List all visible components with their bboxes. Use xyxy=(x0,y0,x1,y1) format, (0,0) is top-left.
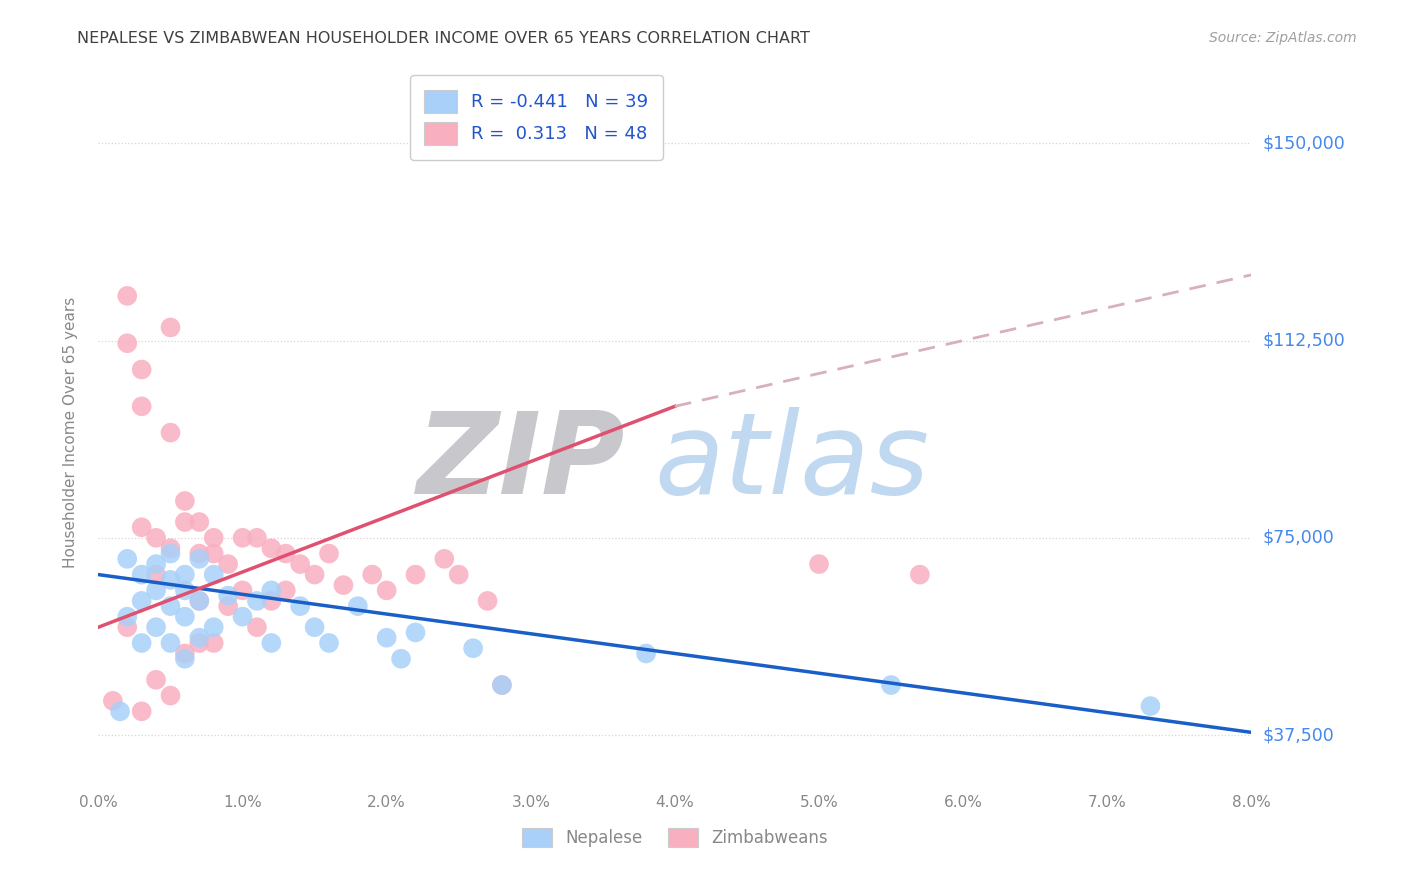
Point xyxy=(290,557,312,571)
Point xyxy=(1139,699,1161,714)
Point xyxy=(145,567,167,582)
Point xyxy=(461,641,484,656)
Point xyxy=(108,704,131,718)
Point xyxy=(174,609,197,624)
Point xyxy=(159,541,181,556)
Point xyxy=(145,620,167,634)
Point xyxy=(260,594,283,608)
Point xyxy=(188,594,211,608)
Point xyxy=(131,400,153,414)
Point xyxy=(908,567,931,582)
Point xyxy=(389,652,412,666)
Point xyxy=(117,289,139,303)
Text: $75,000: $75,000 xyxy=(1263,529,1334,547)
Point xyxy=(477,594,499,608)
Point xyxy=(231,609,254,624)
Text: $150,000: $150,000 xyxy=(1263,135,1346,153)
Point xyxy=(202,547,225,561)
Point xyxy=(174,647,197,661)
Point xyxy=(117,336,139,351)
Point xyxy=(231,583,254,598)
Point xyxy=(405,625,427,640)
Point xyxy=(131,567,153,582)
Point xyxy=(260,636,283,650)
Point xyxy=(332,578,354,592)
Point xyxy=(145,673,167,687)
Point xyxy=(433,551,456,566)
Text: $112,500: $112,500 xyxy=(1263,332,1346,350)
Point xyxy=(491,678,513,692)
Point xyxy=(808,557,831,571)
Point xyxy=(117,609,139,624)
Point xyxy=(318,547,340,561)
Point xyxy=(117,620,139,634)
Text: atlas: atlas xyxy=(655,407,929,518)
Point xyxy=(246,531,269,545)
Point xyxy=(217,557,239,571)
Point xyxy=(145,531,167,545)
Point xyxy=(188,631,211,645)
Point xyxy=(131,636,153,650)
Point xyxy=(231,531,254,545)
Point xyxy=(361,567,384,582)
Point xyxy=(159,689,181,703)
Point xyxy=(880,678,903,692)
Point xyxy=(159,636,181,650)
Point xyxy=(304,567,326,582)
Point xyxy=(217,599,239,614)
Point xyxy=(188,515,211,529)
Point xyxy=(145,557,167,571)
Point xyxy=(131,594,153,608)
Point xyxy=(274,547,297,561)
Point xyxy=(174,494,197,508)
Point xyxy=(246,620,269,634)
Point xyxy=(174,515,197,529)
Point xyxy=(159,573,181,587)
Point xyxy=(159,547,181,561)
Point xyxy=(447,567,470,582)
Point xyxy=(174,652,197,666)
Y-axis label: Householder Income Over 65 years: Householder Income Over 65 years xyxy=(63,297,77,568)
Point xyxy=(174,567,197,582)
Point xyxy=(188,636,211,650)
Point xyxy=(375,631,398,645)
Point xyxy=(159,425,181,440)
Point xyxy=(117,551,139,566)
Point xyxy=(131,704,153,718)
Point xyxy=(304,620,326,634)
Point xyxy=(159,599,181,614)
Point xyxy=(260,583,283,598)
Point xyxy=(131,362,153,376)
Point xyxy=(202,531,225,545)
Point xyxy=(318,636,340,650)
Point xyxy=(202,620,225,634)
Point xyxy=(375,583,398,598)
Point xyxy=(346,599,368,614)
Point xyxy=(188,594,211,608)
Point xyxy=(188,547,211,561)
Point xyxy=(405,567,427,582)
Point xyxy=(217,589,239,603)
Point xyxy=(491,678,513,692)
Point xyxy=(101,694,124,708)
Legend: Nepalese, Zimbabweans: Nepalese, Zimbabweans xyxy=(516,822,834,855)
Point xyxy=(246,594,269,608)
Text: Source: ZipAtlas.com: Source: ZipAtlas.com xyxy=(1209,31,1357,45)
Text: ZIP: ZIP xyxy=(418,407,626,518)
Point xyxy=(159,320,181,334)
Point xyxy=(174,583,197,598)
Point xyxy=(202,567,225,582)
Text: NEPALESE VS ZIMBABWEAN HOUSEHOLDER INCOME OVER 65 YEARS CORRELATION CHART: NEPALESE VS ZIMBABWEAN HOUSEHOLDER INCOM… xyxy=(77,31,810,46)
Point xyxy=(202,636,225,650)
Text: $37,500: $37,500 xyxy=(1263,726,1334,744)
Point xyxy=(260,541,283,556)
Point xyxy=(131,520,153,534)
Point xyxy=(145,583,167,598)
Point xyxy=(274,583,297,598)
Point xyxy=(636,647,658,661)
Point xyxy=(188,551,211,566)
Point xyxy=(290,599,312,614)
